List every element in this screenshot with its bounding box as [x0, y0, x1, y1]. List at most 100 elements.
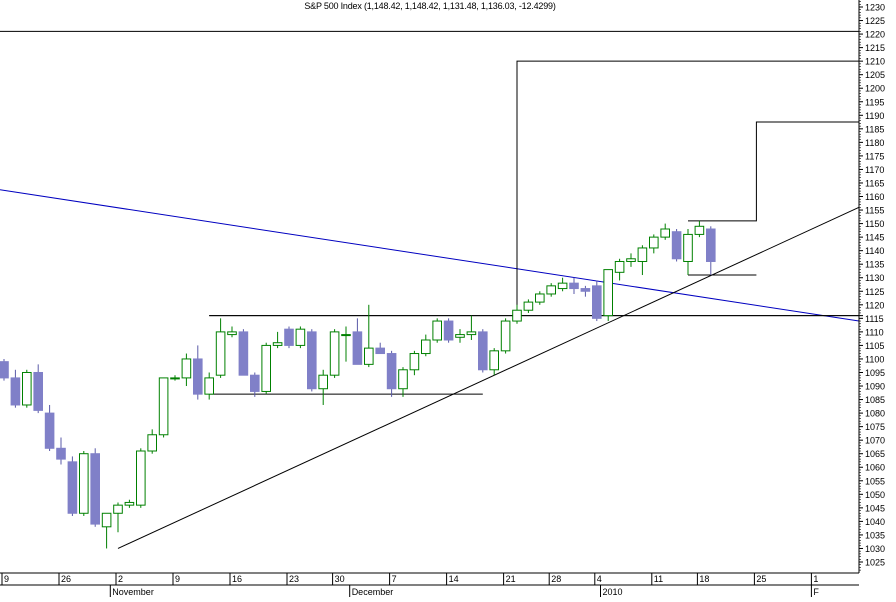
- x-tick-label: 30: [335, 574, 345, 584]
- x-tick-label: 11: [654, 574, 663, 584]
- x-tick-label: 23: [289, 574, 299, 584]
- y-tick-label: 1195: [865, 97, 884, 107]
- candle-body-up: [101, 512, 112, 528]
- month-label: F: [813, 587, 819, 597]
- y-tick-label: 1210: [865, 57, 885, 67]
- candle-body-down: [592, 285, 602, 319]
- chart-title-name: S&P 500 Index: [304, 1, 362, 11]
- y-tick-label: 1085: [865, 395, 885, 405]
- candle-body-up: [181, 358, 192, 379]
- y-tick-label: 1080: [865, 409, 885, 419]
- candle-body-down: [352, 331, 363, 365]
- candle-body-up: [272, 342, 283, 346]
- x-tick-label: 4: [597, 574, 602, 584]
- y-tick-label: 1105: [865, 341, 884, 351]
- y-tick-label: 1200: [865, 84, 885, 94]
- y-tick-label: 1075: [865, 422, 885, 432]
- y-tick-label: 1185: [865, 124, 884, 134]
- candle-body-up: [546, 285, 557, 295]
- candle-body-up: [398, 369, 408, 390]
- candle-body-up: [113, 504, 123, 514]
- candle-body-up: [603, 269, 614, 317]
- y-tick-label: 1110: [865, 327, 884, 337]
- y-tick-label: 1135: [865, 260, 884, 270]
- x-tick-label: 14: [449, 574, 459, 584]
- y-tick-label: 1025: [865, 558, 885, 568]
- y-tick-label: 1220: [865, 30, 885, 40]
- y-tick-label: 1230: [865, 3, 885, 13]
- y-tick-label: 1050: [865, 490, 885, 500]
- candle-body-up: [158, 377, 169, 436]
- y-tick-label: 1205: [865, 70, 885, 80]
- candle-body-up: [512, 309, 522, 322]
- candle-body-up: [341, 334, 351, 337]
- chart-title-values: (1,148.42, 1,148.42, 1,131.48, 1,136.03,…: [363, 1, 556, 11]
- candle-body-down: [375, 347, 385, 355]
- y-tick-label: 1115: [865, 314, 884, 324]
- y-tick-label: 1095: [865, 368, 885, 378]
- chart-title: S&P 500 Index (1,148.42, 1,148.42, 1,131…: [0, 1, 860, 11]
- y-tick-label: 1160: [865, 192, 884, 202]
- y-tick-label: 1130: [865, 273, 884, 283]
- candle-body-up: [694, 225, 705, 235]
- candle-body-down: [250, 374, 260, 392]
- y-tick-label: 1090: [865, 382, 885, 392]
- y-tick-label: 1125: [865, 287, 884, 297]
- candle-body-up: [557, 282, 568, 290]
- candle-body-down: [56, 447, 66, 460]
- y-tick-label: 1100: [865, 354, 884, 364]
- candle-body-up: [227, 331, 237, 336]
- month-label: December: [352, 587, 394, 597]
- candle-body-up: [500, 320, 511, 352]
- candle-body-down: [307, 331, 317, 390]
- month-label: 2010: [603, 587, 623, 597]
- candle-body-up: [523, 301, 534, 311]
- y-tick-label: 1225: [865, 16, 885, 26]
- candle-body-up: [409, 353, 420, 371]
- y-tick-label: 1145: [865, 233, 884, 243]
- candle-body-up: [22, 371, 32, 406]
- y-tick-label: 1180: [865, 138, 884, 148]
- candle-body-up: [614, 260, 625, 273]
- y-tick-label: 1055: [865, 476, 885, 486]
- y-tick-label: 1175: [865, 151, 884, 161]
- candle-body-down: [478, 331, 488, 371]
- y-tick-label: 1045: [865, 503, 885, 513]
- y-tick-label: 1030: [865, 544, 885, 554]
- x-tick-label: 2: [118, 574, 123, 584]
- candle-body-down: [193, 358, 203, 395]
- resistance-trendline: [0, 189, 860, 322]
- candle-body-up: [455, 334, 465, 338]
- candle-body-down: [284, 328, 294, 346]
- x-tick-label: 1: [813, 574, 818, 584]
- candle-body-up: [432, 320, 442, 341]
- y-tick-label: 1190: [865, 111, 884, 121]
- y-tick-label: 1140: [865, 246, 884, 256]
- candle-body-up: [683, 233, 693, 262]
- y-tick-label: 1215: [865, 43, 885, 53]
- candle-body-down: [67, 461, 78, 514]
- x-tick-label: 18: [699, 574, 709, 584]
- candle-body-up: [261, 344, 271, 392]
- y-tick-label: 1070: [865, 436, 885, 446]
- candle-body-up: [170, 377, 180, 380]
- x-tick-label: 7: [392, 574, 397, 584]
- candle-body-down: [569, 282, 579, 290]
- y-tick-label: 1155: [865, 206, 884, 216]
- candle-body-up: [466, 331, 477, 336]
- candle-body-up: [136, 450, 146, 506]
- support-trendline: [117, 206, 860, 549]
- candle-body-up: [535, 293, 545, 303]
- y-tick-label: 1065: [865, 449, 885, 459]
- candle-body-up: [649, 236, 659, 249]
- y-tick-label: 1060: [865, 463, 885, 473]
- candle-body-down: [580, 288, 591, 292]
- candle-body-down: [671, 231, 682, 260]
- y-tick-label: 1150: [865, 219, 884, 229]
- candle-body-up: [79, 453, 89, 514]
- x-tick-label: 26: [61, 574, 71, 584]
- candle-body-up: [204, 377, 214, 395]
- candle-body-up: [295, 328, 306, 346]
- candle-body-up: [124, 501, 135, 506]
- candle-body-up: [318, 374, 328, 390]
